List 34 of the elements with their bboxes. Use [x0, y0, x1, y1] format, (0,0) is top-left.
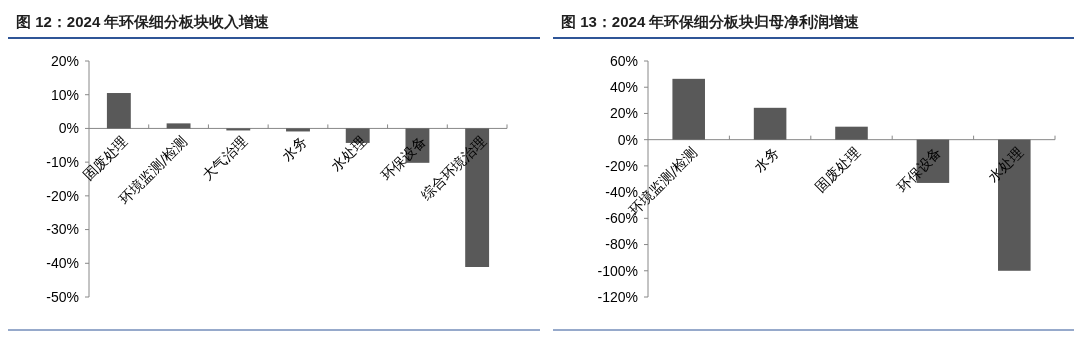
y-tick-label: -10% [46, 154, 79, 171]
bar [106, 93, 131, 129]
y-tick-label: -120% [597, 288, 638, 305]
y-tick-label: -40% [46, 255, 79, 272]
y-tick-label: 60% [609, 52, 638, 69]
bar [672, 78, 705, 140]
bar [166, 123, 191, 129]
x-tick-label: 固废处理 [812, 143, 864, 195]
y-tick-label: -50% [46, 288, 79, 305]
x-tick-label: 水务 [278, 132, 310, 164]
x-tick-label: 固废处理 [79, 132, 131, 184]
y-tick-label: -30% [46, 221, 79, 238]
y-tick-label: 0% [617, 131, 638, 148]
chart-title: 图 13：2024 年环保细分板块归母净利润增速 [561, 13, 861, 30]
x-tick-label: 环保设备 [378, 132, 430, 184]
bar [753, 107, 787, 140]
bar [286, 128, 310, 132]
chart-title: 图 12：2024 年环保细分板块收入增速 [16, 13, 271, 30]
x-tick-label: 水处理 [984, 143, 1026, 185]
y-tick-label: -20% [46, 187, 79, 204]
x-tick-label: 水务 [750, 143, 782, 176]
x-tick-label: 水处理 [328, 132, 370, 174]
x-tick-label: 环保设备 [893, 143, 945, 195]
x-tick-label: 大气治理 [198, 132, 250, 184]
bar [835, 126, 868, 140]
y-tick-label: -100% [597, 262, 638, 279]
y-tick-label: 40% [609, 79, 638, 96]
y-tick-label: -20% [605, 157, 638, 174]
y-tick-label: 10% [50, 86, 79, 103]
y-tick-label: 0% [58, 120, 79, 137]
y-tick-label: 20% [609, 105, 638, 122]
y-tick-label: 20% [50, 52, 79, 69]
y-tick-label: -80% [605, 236, 638, 253]
bar [226, 128, 251, 131]
